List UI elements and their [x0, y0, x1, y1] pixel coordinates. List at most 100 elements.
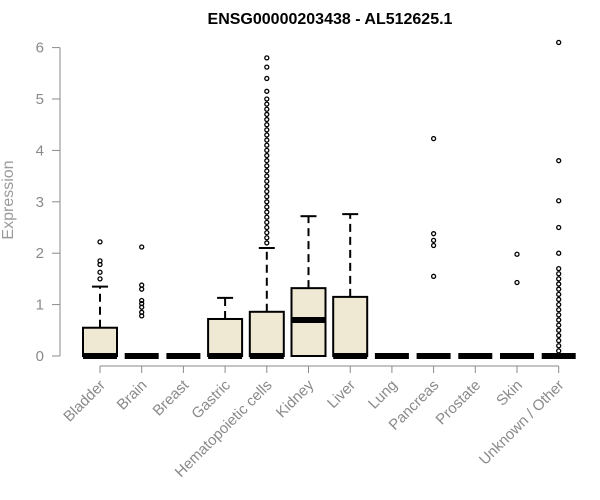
outlier-point	[556, 281, 562, 287]
outlier-point	[430, 135, 437, 142]
outlier-point	[264, 96, 270, 102]
outlier-point	[556, 265, 562, 272]
outlier-point	[556, 332, 562, 339]
outlier-point	[264, 183, 270, 190]
outlier-point	[264, 127, 270, 133]
y-tick-label: 2	[36, 245, 44, 262]
outlier-point	[264, 214, 270, 220]
box-brain	[124, 244, 159, 359]
outlier-point	[264, 137, 270, 143]
outlier-point	[264, 142, 270, 148]
y-tick-label: 1	[36, 297, 44, 314]
chart-title: ENSG00000203438 - AL512625.1	[208, 11, 453, 28]
outlier-point	[264, 224, 270, 231]
outlier-point	[264, 64, 270, 70]
x-tick-label: Breast	[150, 376, 193, 419]
outlier-point	[264, 111, 270, 118]
outlier-point	[264, 219, 270, 226]
outlier-point	[556, 291, 562, 297]
outlier-point	[139, 300, 145, 307]
outlier-point	[430, 273, 437, 279]
outlier-point	[264, 152, 270, 159]
outlier-point	[97, 269, 103, 275]
outlier-point	[264, 173, 270, 179]
outlier-point	[264, 55, 270, 61]
y-axis-label: Expression	[0, 160, 17, 239]
outlier-point	[264, 147, 270, 154]
outlier-point	[264, 163, 270, 169]
outlier-point	[556, 327, 562, 333]
outlier-point	[264, 209, 270, 215]
outlier-point	[556, 224, 562, 231]
x-tick-label: Prostate	[433, 377, 485, 429]
outlier-point	[264, 158, 270, 164]
outlier-point	[556, 307, 562, 313]
outlier-point	[430, 242, 437, 249]
outlier-point	[264, 168, 270, 174]
outlier-point	[139, 286, 145, 292]
box-skin	[500, 251, 534, 359]
outlier-point	[556, 39, 562, 46]
outlier-point	[264, 178, 270, 184]
outlier-point	[264, 235, 270, 241]
outlier-point	[430, 231, 437, 237]
x-tick-label: Lung	[365, 377, 401, 413]
box-bladder	[82, 239, 118, 359]
outlier-point	[556, 198, 562, 204]
outlier-point	[514, 251, 520, 257]
outlier-point	[264, 106, 270, 112]
outlier-point	[556, 250, 562, 256]
outlier-point	[264, 101, 270, 107]
outlier-point	[556, 312, 562, 318]
x-tick-label: Bladder	[60, 377, 109, 426]
outlier-point	[556, 271, 562, 277]
outlier-point	[514, 279, 520, 286]
outlier-point	[97, 276, 103, 282]
outlier-point	[264, 240, 270, 246]
outlier-point	[556, 301, 562, 308]
outlier-point	[264, 75, 270, 82]
outlier-point	[556, 343, 562, 349]
outlier-point	[97, 239, 103, 245]
outlier-point	[556, 286, 562, 292]
outlier-point	[556, 337, 562, 344]
box-unknown-other	[541, 39, 576, 359]
outlier-point	[556, 322, 562, 328]
outlier-point	[264, 188, 270, 195]
outlier-point	[97, 258, 103, 264]
box-body	[332, 295, 369, 358]
y-tick-label: 3	[36, 194, 44, 211]
outlier-point	[264, 122, 270, 128]
box-liver	[332, 213, 369, 359]
outlier-point	[264, 204, 270, 210]
outlier-point	[264, 132, 270, 138]
box-gastric	[207, 296, 244, 359]
outlier-point	[264, 199, 270, 205]
box-body	[82, 326, 118, 358]
x-tick-label: Kidney	[273, 376, 318, 421]
outlier-point	[139, 244, 145, 250]
outlier-point	[556, 348, 562, 354]
outlier-point	[556, 296, 562, 303]
outlier-point	[264, 194, 270, 200]
x-tick-label: Skin	[493, 377, 526, 410]
outlier-point	[264, 88, 270, 94]
x-tick-label: Brain	[114, 377, 151, 414]
outlier-point	[139, 282, 145, 288]
x-tick-label: Liver	[324, 377, 359, 412]
outlier-point	[556, 158, 562, 164]
outlier-point	[139, 297, 145, 304]
outlier-point	[139, 309, 145, 315]
boxes-group	[82, 39, 576, 359]
box-body	[207, 317, 244, 358]
outlier-point	[556, 317, 562, 323]
y-tick-label: 4	[36, 142, 44, 159]
outlier-point	[556, 276, 562, 282]
box-body	[248, 310, 285, 357]
outlier-point	[264, 229, 270, 236]
y-tick-label: 0	[36, 348, 44, 365]
box-pancreas	[416, 135, 451, 359]
y-axis: 0 1 2 3 4 5 6	[36, 40, 61, 365]
y-tick-label: 6	[36, 40, 44, 57]
